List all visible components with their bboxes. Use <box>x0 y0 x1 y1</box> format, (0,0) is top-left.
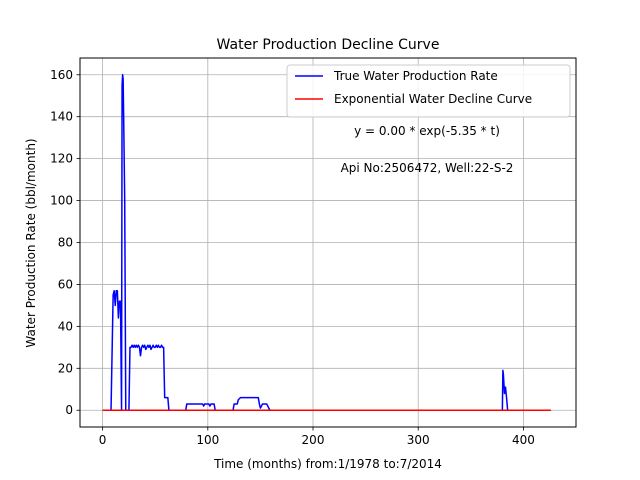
x-tick-label: 100 <box>196 433 219 447</box>
x-tick-label: 0 <box>99 433 107 447</box>
y-tick-label: 80 <box>58 236 73 250</box>
x-tick-label: 400 <box>512 433 535 447</box>
x-axis-label: Time (months) from:1/1978 to:7/2014 <box>213 457 442 471</box>
y-tick-label: 0 <box>65 403 73 417</box>
chart-title: Water Production Decline Curve <box>217 37 440 53</box>
x-tick-label: 200 <box>302 433 325 447</box>
series-layer <box>102 74 551 411</box>
legend-label-true-rate: True Water Production Rate <box>333 69 498 83</box>
legend: True Water Production Rate Exponential W… <box>286 64 571 118</box>
y-tick-label: 100 <box>50 194 73 208</box>
y-tick-label: 120 <box>50 152 73 166</box>
y-tick-label: 20 <box>58 361 73 375</box>
x-tick-label: 300 <box>407 433 430 447</box>
legend-box <box>286 64 571 118</box>
equation-annotation: y = 0.00 * exp(-5.35 * t) <box>354 124 500 138</box>
y-tick-label: 60 <box>58 277 73 291</box>
y-tick-label: 160 <box>50 68 73 82</box>
legend-label-exponential-curve: Exponential Water Decline Curve <box>334 92 532 106</box>
well-annotation: Api No:2506472, Well:22-S-2 <box>341 161 514 175</box>
axis-ticks: 0 100 200 300 400 0 20 40 60 80 100 120 140 160 <box>50 68 535 447</box>
y-tick-label: 40 <box>58 319 73 333</box>
y-axis-label: Water Production Rate (bbl/month) <box>24 138 38 347</box>
y-tick-label: 140 <box>50 110 73 124</box>
true-water-production-rate-line <box>102 74 551 411</box>
